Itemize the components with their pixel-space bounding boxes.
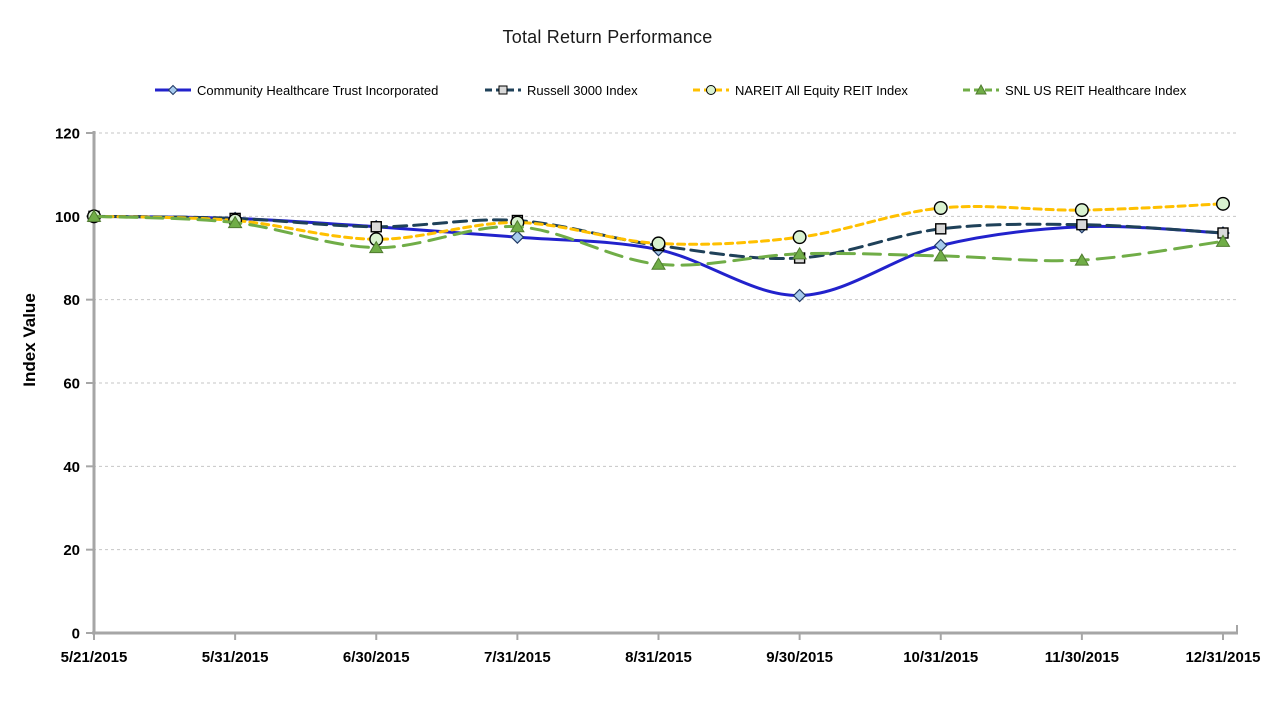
legend-marker-icon — [485, 85, 521, 95]
legend-label: NAREIT All Equity REIT Index — [735, 82, 908, 98]
data-point-marker — [368, 240, 384, 254]
y-tick-label: 120 — [55, 126, 80, 143]
legend-marker-icon — [155, 84, 191, 96]
data-point-marker — [651, 257, 666, 270]
x-tick-label: 10/31/2015 — [903, 649, 978, 666]
legend-item: NAREIT All Equity REIT Index — [693, 82, 908, 98]
legend-marker-icon — [693, 85, 729, 95]
triangle-marker-icon — [975, 83, 987, 95]
diamond-marker-icon — [167, 84, 179, 96]
series-line — [92, 214, 1225, 267]
chart-title: Total Return Performance — [502, 27, 713, 47]
data-point-marker — [935, 223, 947, 235]
data-point-marker — [1215, 234, 1231, 247]
data-point-marker — [86, 209, 102, 222]
legend-label: Community Healthcare Trust Incorporated — [197, 82, 439, 98]
data-point-marker — [1074, 203, 1089, 218]
x-tick-label: 8/31/2015 — [625, 649, 692, 666]
x-tick-label: 7/31/2015 — [484, 649, 551, 666]
data-point-marker — [509, 219, 525, 233]
y-tick-label: 100 — [55, 209, 80, 226]
data-point-marker — [792, 288, 807, 303]
legend-label: Russell 3000 Index — [527, 82, 638, 98]
legend-item: SNL US REIT Healthcare Index — [963, 82, 1186, 98]
circle-marker-icon — [706, 85, 716, 95]
data-point-marker — [792, 230, 807, 245]
x-tick-label: 12/31/2015 — [1185, 649, 1260, 666]
legend-item: Community Healthcare Trust Incorporated — [155, 82, 438, 98]
data-point-marker — [933, 200, 948, 215]
y-tick-label: 20 — [63, 542, 80, 559]
legend-item: Russell 3000 Index — [485, 82, 638, 98]
data-point-marker — [792, 246, 808, 260]
x-tick-label: 11/30/2015 — [1045, 649, 1119, 666]
data-point-marker — [1215, 196, 1230, 211]
x-tick-label: 9/30/2015 — [766, 649, 833, 666]
legend-marker-icon — [963, 83, 999, 95]
x-tick-label: 5/31/2015 — [202, 649, 269, 666]
data-point-marker — [1076, 218, 1088, 231]
data-point-marker — [933, 248, 949, 262]
y-tick-label: 80 — [63, 292, 80, 309]
data-point-marker — [1074, 253, 1090, 266]
y-tick-label: 40 — [63, 459, 80, 476]
data-point-marker — [510, 230, 525, 245]
square-marker-icon — [498, 85, 508, 95]
data-point-marker — [370, 221, 382, 233]
legend-label: SNL US REIT Healthcare Index — [1005, 82, 1187, 98]
y-tick-label: 60 — [63, 376, 80, 393]
data-point-marker — [651, 236, 666, 251]
data-point-marker — [227, 215, 243, 229]
x-tick-label: 5/21/2015 — [61, 649, 128, 666]
x-tick-label: 6/30/2015 — [343, 649, 410, 666]
y-tick-label: 0 — [72, 626, 80, 643]
